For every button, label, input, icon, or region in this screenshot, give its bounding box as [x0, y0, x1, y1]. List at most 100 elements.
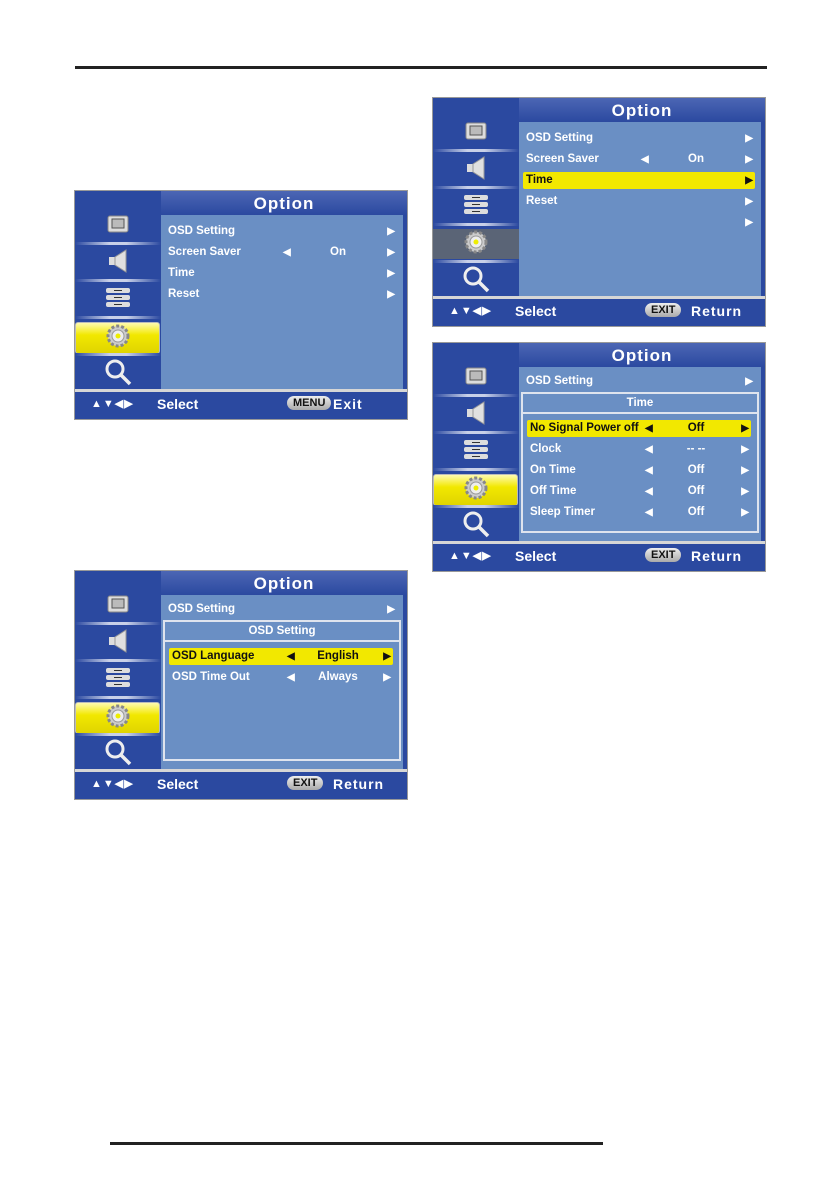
menu-row[interactable]: Reset ▶	[523, 193, 755, 210]
submenu-title: Time	[523, 394, 757, 414]
right-arrow-icon[interactable]: ▶	[387, 604, 395, 615]
sidebar-item-search[interactable]	[75, 359, 161, 389]
menu-row[interactable]: OSD Setting ▶	[523, 130, 755, 147]
menu-row[interactable]: OSD Setting ▶	[165, 223, 397, 240]
row-value: -- --	[686, 443, 706, 455]
left-arrow-icon[interactable]: ◀	[645, 423, 653, 434]
action-label: Return	[333, 776, 385, 792]
submenu-row[interactable]: Clock ◀ -- -- ▶	[527, 441, 751, 458]
submenu-row[interactable]: Off Time ◀ Off ▶	[527, 483, 751, 500]
sidebar-item-sound[interactable]	[75, 628, 161, 658]
nav-arrows-icon: ▲▼◀▶	[449, 305, 492, 317]
sidebar-item-setup[interactable]	[75, 665, 161, 695]
top-rule	[75, 66, 767, 69]
submenu-row[interactable]: OSD Language ◀ English ▶	[169, 648, 393, 665]
row-label: Reset	[168, 288, 200, 300]
left-arrow-icon[interactable]: ◀	[641, 154, 649, 165]
sidebar-item-option-gear[interactable]	[433, 474, 518, 506]
submenu-row[interactable]: No Signal Power off ◀ Off ▶	[527, 420, 751, 437]
right-arrow-icon[interactable]: ▶	[745, 376, 753, 387]
left-arrow-icon[interactable]: ◀	[645, 444, 653, 455]
right-arrow-icon[interactable]: ▶	[745, 217, 753, 228]
sidebar-item-picture[interactable]	[433, 363, 519, 393]
menu-content: OSD Setting ▶ Screen Saver ◀ On ▶ Time ▶ Reset ▶ ▶	[519, 122, 761, 296]
submenu-title: OSD Setting	[165, 622, 399, 642]
sidebar-item-option-gear[interactable]	[75, 702, 160, 734]
sidebar-item-sound[interactable]	[433, 400, 519, 430]
menu-row[interactable]: Time ▶	[523, 172, 755, 189]
menu-content: OSD Setting ▶ Screen Saver ◀ On ▶ Time ▶ Reset ▶	[161, 215, 403, 389]
left-arrow-icon[interactable]: ◀	[645, 486, 653, 497]
right-arrow-icon[interactable]: ▶	[741, 486, 749, 497]
sidebar-divider	[433, 431, 519, 434]
setup-icon	[463, 194, 489, 221]
key-button[interactable]: EXIT	[287, 776, 324, 790]
footer-bar: ▲▼◀▶ Select EXIT Return	[75, 769, 407, 799]
sidebar-item-option-gear[interactable]	[433, 229, 519, 259]
sidebar-item-picture[interactable]	[75, 211, 161, 241]
right-arrow-icon[interactable]: ▶	[387, 226, 395, 237]
nav-arrows-icon: ▲▼◀▶	[449, 550, 492, 562]
key-button[interactable]: MENU	[287, 396, 332, 410]
submenu-row[interactable]: On Time ◀ Off ▶	[527, 462, 751, 479]
left-arrow-icon[interactable]: ◀	[645, 507, 653, 518]
right-arrow-icon[interactable]: ▶	[383, 672, 391, 683]
right-arrow-icon[interactable]: ▶	[745, 196, 753, 207]
menu-row[interactable]: Screen Saver ◀ On ▶	[165, 244, 397, 261]
search-icon	[462, 265, 490, 298]
right-arrow-icon[interactable]: ▶	[387, 289, 395, 300]
menu-row[interactable]: ▶	[523, 214, 755, 231]
sound-icon	[107, 248, 129, 278]
sidebar-divider	[75, 659, 161, 662]
sidebar-item-search[interactable]	[433, 266, 519, 296]
right-arrow-icon[interactable]: ▶	[741, 423, 749, 434]
option-gear-icon	[464, 230, 488, 259]
menu-row[interactable]: Time ▶	[165, 265, 397, 282]
sidebar-divider	[433, 260, 519, 263]
sidebar-item-sound[interactable]	[75, 248, 161, 278]
submenu-row[interactable]: Sleep Timer ◀ Off ▶	[527, 504, 751, 521]
left-arrow-icon[interactable]: ◀	[645, 465, 653, 476]
select-label: Select	[515, 303, 557, 319]
row-label: Screen Saver	[168, 246, 241, 258]
sidebar-item-picture[interactable]	[433, 118, 519, 148]
sidebar-item-search[interactable]	[75, 739, 161, 769]
right-arrow-icon[interactable]: ▶	[387, 268, 395, 279]
sidebar	[433, 116, 519, 298]
row-value: On	[330, 246, 346, 258]
sidebar-item-search[interactable]	[433, 511, 519, 541]
menu-row[interactable]: OSD Setting ▶	[165, 601, 397, 618]
right-arrow-icon[interactable]: ▶	[387, 247, 395, 258]
sidebar-item-setup[interactable]	[433, 192, 519, 222]
key-button[interactable]: EXIT	[645, 303, 682, 317]
right-arrow-icon[interactable]: ▶	[745, 133, 753, 144]
sidebar-item-picture[interactable]	[75, 591, 161, 621]
row-label: Sleep Timer	[530, 506, 595, 518]
right-arrow-icon[interactable]: ▶	[741, 465, 749, 476]
bottom-rule	[110, 1142, 603, 1145]
sidebar-item-option-gear[interactable]	[75, 322, 160, 354]
left-arrow-icon[interactable]: ◀	[283, 247, 291, 258]
right-arrow-icon[interactable]: ▶	[741, 444, 749, 455]
menu-row[interactable]: OSD Setting ▶	[523, 373, 755, 390]
right-arrow-icon[interactable]: ▶	[745, 175, 753, 186]
sidebar-item-sound[interactable]	[433, 155, 519, 185]
picture-icon	[107, 595, 129, 618]
menu-row[interactable]: Reset ▶	[165, 286, 397, 303]
right-arrow-icon[interactable]: ▶	[745, 154, 753, 165]
picture-icon	[465, 122, 487, 145]
left-arrow-icon[interactable]: ◀	[287, 651, 295, 662]
osd-panel-option-time-selected: Option OSD Setting ▶ Screen Saver ◀ On ▶ Time ▶ R…	[432, 97, 766, 327]
sidebar-item-setup[interactable]	[75, 285, 161, 315]
sidebar-divider	[75, 316, 161, 319]
sidebar-item-setup[interactable]	[433, 437, 519, 467]
key-button[interactable]: EXIT	[645, 548, 682, 562]
action-label: Exit	[333, 396, 363, 412]
menu-row[interactable]: Screen Saver ◀ On ▶	[523, 151, 755, 168]
submenu-row[interactable]: OSD Time Out ◀ Always ▶	[169, 669, 393, 686]
action-label: Return	[691, 548, 743, 564]
left-arrow-icon[interactable]: ◀	[287, 672, 295, 683]
right-arrow-icon[interactable]: ▶	[741, 507, 749, 518]
right-arrow-icon[interactable]: ▶	[383, 651, 391, 662]
menu-content: OSD Setting ▶ Time No Signal Power off ◀ Off ▶…	[519, 367, 761, 541]
